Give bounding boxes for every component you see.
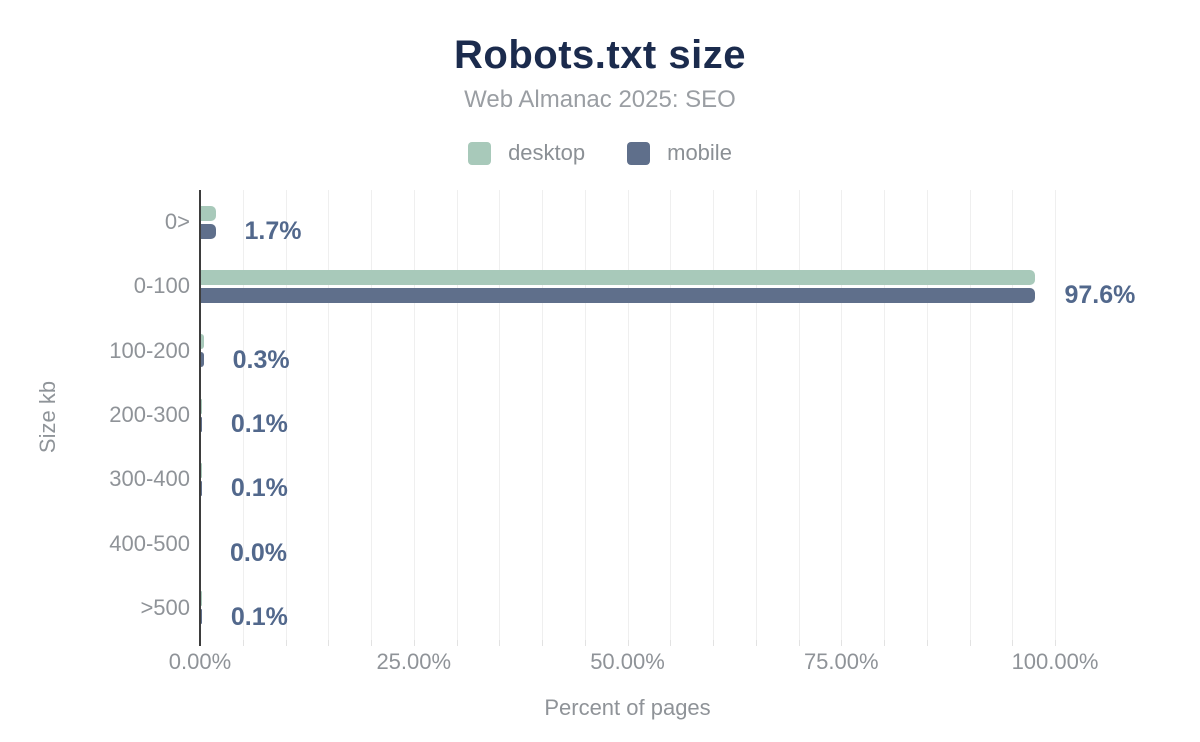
category-label: >500 bbox=[140, 594, 190, 620]
category-label: 100-200 bbox=[109, 337, 190, 363]
category-label: 300-400 bbox=[109, 466, 190, 492]
gridline bbox=[413, 190, 415, 640]
bar-mobile->500 bbox=[201, 609, 202, 625]
value-label: 0.1% bbox=[230, 474, 288, 503]
value-label: 0.3% bbox=[232, 345, 290, 374]
bar-mobile-200-300 bbox=[201, 416, 202, 432]
axis-tick bbox=[884, 640, 885, 646]
axis-tick bbox=[798, 640, 800, 646]
bar-desktop-0-100 bbox=[201, 269, 1036, 285]
bar-desktop-100-200 bbox=[201, 334, 204, 350]
x-tick-label: 0.00% bbox=[168, 649, 232, 674]
bar-mobile-0-100 bbox=[201, 287, 1036, 303]
legend-label: desktop bbox=[508, 140, 586, 165]
gridline bbox=[670, 190, 672, 640]
bar-desktop-0> bbox=[201, 205, 217, 221]
gridline bbox=[627, 190, 629, 640]
gridline bbox=[841, 190, 843, 640]
gridline bbox=[456, 190, 458, 640]
category-label: 400-500 bbox=[109, 530, 190, 556]
value-label: 0.0% bbox=[230, 538, 287, 567]
gridline bbox=[713, 190, 714, 640]
axis-tick bbox=[1055, 640, 1056, 646]
mobile-legend-swatch-icon bbox=[627, 141, 651, 165]
legend-item-mobile[interactable]: mobile bbox=[627, 140, 732, 166]
chart-subtitle: Web Almanac 2025: SEO bbox=[464, 86, 736, 113]
axis-tick bbox=[328, 640, 330, 646]
bar-mobile-100-200 bbox=[201, 352, 204, 368]
gridline bbox=[242, 190, 244, 640]
axis-tick bbox=[499, 640, 501, 646]
axis-tick bbox=[713, 640, 714, 646]
axis-tick bbox=[242, 640, 244, 646]
axis-tick bbox=[969, 640, 971, 646]
gridline bbox=[1012, 190, 1014, 640]
x-tick-label: 100.00% bbox=[1011, 649, 1099, 674]
gridline bbox=[499, 190, 501, 640]
gridline bbox=[285, 190, 287, 640]
bar-mobile-0> bbox=[201, 223, 216, 239]
gridline bbox=[371, 190, 372, 640]
bar-mobile-300-400 bbox=[201, 480, 202, 496]
bar-desktop-300-400 bbox=[201, 462, 202, 478]
axis-tick bbox=[456, 640, 458, 646]
axis-tick bbox=[1012, 640, 1014, 646]
x-axis-title: Percent of pages bbox=[544, 695, 711, 720]
axis-tick bbox=[413, 640, 415, 646]
axis-tick bbox=[285, 640, 287, 646]
value-label: 0.1% bbox=[230, 602, 288, 631]
axis-tick bbox=[841, 640, 843, 646]
gridline bbox=[969, 190, 971, 640]
axis-tick bbox=[542, 640, 543, 646]
gridline bbox=[755, 190, 757, 640]
gridline bbox=[542, 190, 543, 640]
gridline bbox=[926, 190, 928, 640]
axis-tick bbox=[371, 640, 372, 646]
bar-desktop->500 bbox=[201, 591, 202, 607]
axis-tick bbox=[755, 640, 757, 646]
legend-label: mobile bbox=[667, 140, 732, 165]
desktop-legend-swatch-icon bbox=[468, 141, 492, 165]
gridline bbox=[584, 190, 586, 640]
x-tick-label: 50.00% bbox=[590, 649, 665, 674]
category-label: 0> bbox=[164, 209, 190, 235]
axis-tick bbox=[670, 640, 672, 646]
bar-desktop-200-300 bbox=[201, 398, 202, 414]
axis-tick bbox=[584, 640, 586, 646]
value-label: 0.1% bbox=[230, 410, 288, 438]
chart-title: Robots.txt size bbox=[454, 33, 746, 77]
value-label: 97.6% bbox=[1064, 281, 1136, 310]
x-tick-label: 75.00% bbox=[803, 649, 879, 674]
gridline bbox=[328, 190, 330, 640]
category-label: 200-300 bbox=[109, 402, 190, 427]
legend-item-desktop[interactable]: desktop bbox=[468, 140, 585, 166]
x-tick-label: 25.00% bbox=[376, 649, 452, 674]
gridline bbox=[798, 190, 800, 640]
y-axis-line bbox=[199, 190, 201, 646]
legend: desktop mobile bbox=[0, 140, 1200, 166]
gridline bbox=[884, 190, 885, 640]
category-label: 0-100 bbox=[133, 273, 190, 299]
axis-tick bbox=[926, 640, 928, 646]
axis-tick bbox=[627, 640, 629, 646]
value-label: 1.7% bbox=[244, 217, 302, 246]
gridline bbox=[1055, 190, 1056, 640]
